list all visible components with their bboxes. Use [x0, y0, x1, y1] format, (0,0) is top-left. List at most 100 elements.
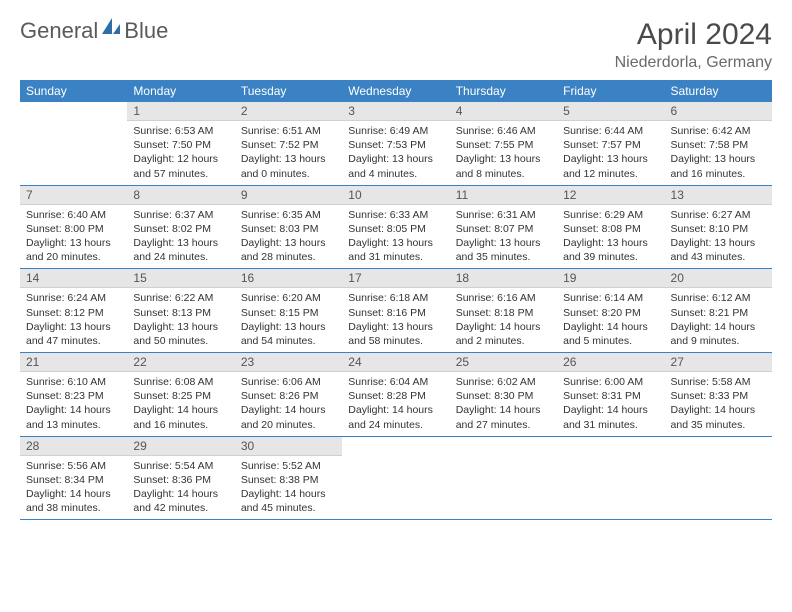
sunrise-text: Sunrise: 6:04 AM — [348, 375, 443, 389]
day-number: 23 — [235, 353, 342, 372]
daylight-text: Daylight: 13 hours and 16 minutes. — [671, 152, 766, 180]
sunrise-text: Sunrise: 6:08 AM — [133, 375, 228, 389]
daylight-text: Daylight: 14 hours and 42 minutes. — [133, 487, 228, 515]
day-content: Sunrise: 6:00 AMSunset: 8:31 PMDaylight:… — [557, 372, 664, 436]
day-content: Sunrise: 6:16 AMSunset: 8:18 PMDaylight:… — [450, 288, 557, 352]
day-cell: 22Sunrise: 6:08 AMSunset: 8:25 PMDayligh… — [127, 353, 234, 437]
daylight-text: Daylight: 14 hours and 16 minutes. — [133, 403, 228, 431]
sunset-text: Sunset: 8:05 PM — [348, 222, 443, 236]
sunset-text: Sunset: 8:30 PM — [456, 389, 551, 403]
day-content: Sunrise: 5:58 AMSunset: 8:33 PMDaylight:… — [665, 372, 772, 436]
day-content: Sunrise: 6:27 AMSunset: 8:10 PMDaylight:… — [665, 205, 772, 269]
sunset-text: Sunset: 8:10 PM — [671, 222, 766, 236]
day-number: 18 — [450, 269, 557, 288]
sunrise-text: Sunrise: 6:46 AM — [456, 124, 551, 138]
day-number: 8 — [127, 186, 234, 205]
day-cell: 29Sunrise: 5:54 AMSunset: 8:36 PMDayligh… — [127, 436, 234, 520]
day-cell: 12Sunrise: 6:29 AMSunset: 8:08 PMDayligh… — [557, 185, 664, 269]
day-cell: 20Sunrise: 6:12 AMSunset: 8:21 PMDayligh… — [665, 269, 772, 353]
day-content: Sunrise: 6:35 AMSunset: 8:03 PMDaylight:… — [235, 205, 342, 269]
day-content: Sunrise: 6:14 AMSunset: 8:20 PMDaylight:… — [557, 288, 664, 352]
day-cell: 9Sunrise: 6:35 AMSunset: 8:03 PMDaylight… — [235, 185, 342, 269]
sunset-text: Sunset: 8:12 PM — [26, 306, 121, 320]
day-number: 15 — [127, 269, 234, 288]
day-number: 12 — [557, 186, 664, 205]
day-content: Sunrise: 5:52 AMSunset: 8:38 PMDaylight:… — [235, 456, 342, 520]
sunrise-text: Sunrise: 6:18 AM — [348, 291, 443, 305]
sunset-text: Sunset: 8:16 PM — [348, 306, 443, 320]
day-cell: 14Sunrise: 6:24 AMSunset: 8:12 PMDayligh… — [20, 269, 127, 353]
sunrise-text: Sunrise: 6:42 AM — [671, 124, 766, 138]
day-number: 17 — [342, 269, 449, 288]
day-number: 2 — [235, 102, 342, 121]
daylight-text: Daylight: 14 hours and 38 minutes. — [26, 487, 121, 515]
day-content: Sunrise: 5:56 AMSunset: 8:34 PMDaylight:… — [20, 456, 127, 520]
day-content: Sunrise: 6:49 AMSunset: 7:53 PMDaylight:… — [342, 121, 449, 185]
day-content: Sunrise: 6:08 AMSunset: 8:25 PMDaylight:… — [127, 372, 234, 436]
daylight-text: Daylight: 13 hours and 24 minutes. — [133, 236, 228, 264]
daylight-text: Daylight: 14 hours and 45 minutes. — [241, 487, 336, 515]
day-cell: 17Sunrise: 6:18 AMSunset: 8:16 PMDayligh… — [342, 269, 449, 353]
sunrise-text: Sunrise: 6:40 AM — [26, 208, 121, 222]
sunset-text: Sunset: 8:25 PM — [133, 389, 228, 403]
sunset-text: Sunset: 8:23 PM — [26, 389, 121, 403]
week-row: 1Sunrise: 6:53 AMSunset: 7:50 PMDaylight… — [20, 102, 772, 185]
day-content: Sunrise: 6:51 AMSunset: 7:52 PMDaylight:… — [235, 121, 342, 185]
sunset-text: Sunset: 8:38 PM — [241, 473, 336, 487]
sunrise-text: Sunrise: 5:56 AM — [26, 459, 121, 473]
daylight-text: Daylight: 13 hours and 39 minutes. — [563, 236, 658, 264]
daylight-text: Daylight: 13 hours and 54 minutes. — [241, 320, 336, 348]
sunrise-text: Sunrise: 6:35 AM — [241, 208, 336, 222]
day-header: Saturday — [665, 80, 772, 102]
daylight-text: Daylight: 13 hours and 20 minutes. — [26, 236, 121, 264]
day-cell: 30Sunrise: 5:52 AMSunset: 8:38 PMDayligh… — [235, 436, 342, 520]
daylight-text: Daylight: 13 hours and 0 minutes. — [241, 152, 336, 180]
day-content: Sunrise: 5:54 AMSunset: 8:36 PMDaylight:… — [127, 456, 234, 520]
day-cell: 6Sunrise: 6:42 AMSunset: 7:58 PMDaylight… — [665, 102, 772, 185]
daylight-text: Daylight: 14 hours and 35 minutes. — [671, 403, 766, 431]
calendar-table: Sunday Monday Tuesday Wednesday Thursday… — [20, 80, 772, 520]
sunset-text: Sunset: 8:21 PM — [671, 306, 766, 320]
sunrise-text: Sunrise: 6:37 AM — [133, 208, 228, 222]
day-number: 7 — [20, 186, 127, 205]
sunrise-text: Sunrise: 6:24 AM — [26, 291, 121, 305]
daylight-text: Daylight: 14 hours and 31 minutes. — [563, 403, 658, 431]
daylight-text: Daylight: 14 hours and 2 minutes. — [456, 320, 551, 348]
day-cell: 19Sunrise: 6:14 AMSunset: 8:20 PMDayligh… — [557, 269, 664, 353]
day-cell: 28Sunrise: 5:56 AMSunset: 8:34 PMDayligh… — [20, 436, 127, 520]
day-number: 10 — [342, 186, 449, 205]
day-cell — [665, 436, 772, 520]
sunset-text: Sunset: 7:55 PM — [456, 138, 551, 152]
sunset-text: Sunset: 8:34 PM — [26, 473, 121, 487]
day-cell: 7Sunrise: 6:40 AMSunset: 8:00 PMDaylight… — [20, 185, 127, 269]
sunrise-text: Sunrise: 6:51 AM — [241, 124, 336, 138]
sunset-text: Sunset: 7:50 PM — [133, 138, 228, 152]
logo-sail-icon — [100, 16, 122, 42]
sunrise-text: Sunrise: 6:31 AM — [456, 208, 551, 222]
day-cell: 13Sunrise: 6:27 AMSunset: 8:10 PMDayligh… — [665, 185, 772, 269]
day-content: Sunrise: 6:10 AMSunset: 8:23 PMDaylight:… — [20, 372, 127, 436]
day-number: 28 — [20, 437, 127, 456]
day-content: Sunrise: 6:46 AMSunset: 7:55 PMDaylight:… — [450, 121, 557, 185]
day-cell: 3Sunrise: 6:49 AMSunset: 7:53 PMDaylight… — [342, 102, 449, 185]
sunrise-text: Sunrise: 6:12 AM — [671, 291, 766, 305]
day-content: Sunrise: 6:04 AMSunset: 8:28 PMDaylight:… — [342, 372, 449, 436]
daylight-text: Daylight: 13 hours and 47 minutes. — [26, 320, 121, 348]
day-cell: 4Sunrise: 6:46 AMSunset: 7:55 PMDaylight… — [450, 102, 557, 185]
day-content: Sunrise: 6:02 AMSunset: 8:30 PMDaylight:… — [450, 372, 557, 436]
daylight-text: Daylight: 12 hours and 57 minutes. — [133, 152, 228, 180]
sunrise-text: Sunrise: 6:27 AM — [671, 208, 766, 222]
daylight-text: Daylight: 14 hours and 24 minutes. — [348, 403, 443, 431]
logo-text-blue: Blue — [124, 18, 168, 44]
daylight-text: Daylight: 14 hours and 27 minutes. — [456, 403, 551, 431]
day-number: 6 — [665, 102, 772, 121]
day-content: Sunrise: 6:24 AMSunset: 8:12 PMDaylight:… — [20, 288, 127, 352]
sunrise-text: Sunrise: 6:22 AM — [133, 291, 228, 305]
daylight-text: Daylight: 14 hours and 20 minutes. — [241, 403, 336, 431]
day-cell: 10Sunrise: 6:33 AMSunset: 8:05 PMDayligh… — [342, 185, 449, 269]
sunrise-text: Sunrise: 6:44 AM — [563, 124, 658, 138]
day-content: Sunrise: 6:22 AMSunset: 8:13 PMDaylight:… — [127, 288, 234, 352]
day-cell — [342, 436, 449, 520]
sunrise-text: Sunrise: 6:49 AM — [348, 124, 443, 138]
day-header: Sunday — [20, 80, 127, 102]
